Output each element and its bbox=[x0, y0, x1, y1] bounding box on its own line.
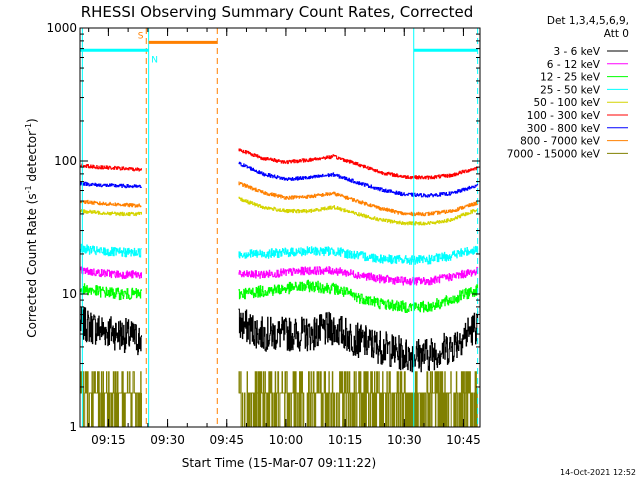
y-tick-label: 1000 bbox=[46, 21, 77, 35]
x-tick-label: 10:45 bbox=[446, 433, 481, 447]
legend-label-3-6: 3 - 6 keV bbox=[553, 46, 600, 58]
series-line-25-50-pre bbox=[79, 243, 142, 258]
legend-label-6-12: 6 - 12 keV bbox=[547, 59, 601, 71]
legend-label-50-100: 50 - 100 keV bbox=[533, 97, 600, 109]
chart-title: RHESSI Observing Summary Count Rates, Co… bbox=[81, 3, 474, 21]
flag-label-n: N bbox=[151, 55, 158, 65]
series-line-6-12-post bbox=[238, 266, 479, 286]
legend-label-300-800: 300 - 800 keV bbox=[527, 123, 601, 135]
x-tick-label: 10:00 bbox=[269, 433, 304, 447]
series-line-100-300-post bbox=[238, 148, 479, 180]
legend-label-800-7000: 800 - 7000 keV bbox=[520, 136, 601, 148]
series-line-25-50-post bbox=[238, 245, 479, 265]
x-tick-label: 10:15 bbox=[328, 433, 363, 447]
y-tick-label: 100 bbox=[54, 154, 77, 168]
legend-label-100-300: 100 - 300 keV bbox=[527, 110, 601, 122]
series-line-50-100-pre bbox=[79, 209, 142, 217]
y-tick-label: 10 bbox=[62, 287, 77, 301]
x-tick-label: 10:30 bbox=[387, 433, 422, 447]
y-axis-label-mid: detector bbox=[25, 131, 39, 186]
legend-label-12-25: 12 - 25 keV bbox=[540, 72, 601, 84]
y-axis-label: Corrected Count Rate (s-1 detector-1) bbox=[24, 118, 39, 337]
series-line-800-7000-post bbox=[238, 181, 479, 217]
series-line-12-25-pre bbox=[79, 283, 142, 301]
series-line-6-12-pre bbox=[79, 266, 142, 280]
series-line-800-7000-pre bbox=[79, 199, 142, 208]
x-tick-label: 09:45 bbox=[209, 433, 244, 447]
legend-header-1: Det 1,3,4,5,6,9, bbox=[547, 15, 629, 27]
y-axis-label-sup2: -1 bbox=[24, 123, 33, 131]
y-axis-label-sup1: -1 bbox=[24, 185, 33, 193]
legend-label-7000-15000: 7000 - 15000 keV bbox=[507, 148, 601, 160]
legend-label-25-50: 25 - 50 keV bbox=[540, 84, 601, 96]
footer-date: 14-Oct-2021 12:52 bbox=[560, 468, 636, 477]
series-line-3-6-pre bbox=[79, 306, 142, 356]
data-layer: NS bbox=[79, 28, 479, 428]
y-tick-label: 1 bbox=[69, 420, 77, 434]
series-line-12-25-post bbox=[238, 279, 479, 313]
series-line-7000-15000-post bbox=[238, 371, 478, 428]
series-line-300-800-post bbox=[238, 161, 479, 198]
flag-label-s: S bbox=[138, 31, 144, 41]
y-axis-label-end: ) bbox=[25, 118, 39, 123]
x-tick-label: 09:30 bbox=[150, 433, 185, 447]
axes-layer: 09:15 09:30 09:45 10:00 10:15 10:30 10:45 1 10 10… bbox=[46, 21, 480, 447]
x-axis-label: Start Time (15-Mar-07 09:11:22) bbox=[182, 456, 376, 470]
series-line-50-100-post bbox=[238, 196, 479, 226]
series-line-3-6-post bbox=[238, 308, 479, 373]
series-line-7000-15000-pre bbox=[79, 371, 142, 428]
series-line-300-800-pre bbox=[79, 181, 142, 189]
y-axis-label-main: Corrected Count Rate (s bbox=[25, 193, 39, 337]
plot-frame bbox=[79, 27, 481, 428]
x-tick-label: 09:15 bbox=[91, 433, 126, 447]
legend-header-2: Att 0 bbox=[604, 28, 629, 40]
series-line-100-300-pre bbox=[79, 163, 142, 172]
